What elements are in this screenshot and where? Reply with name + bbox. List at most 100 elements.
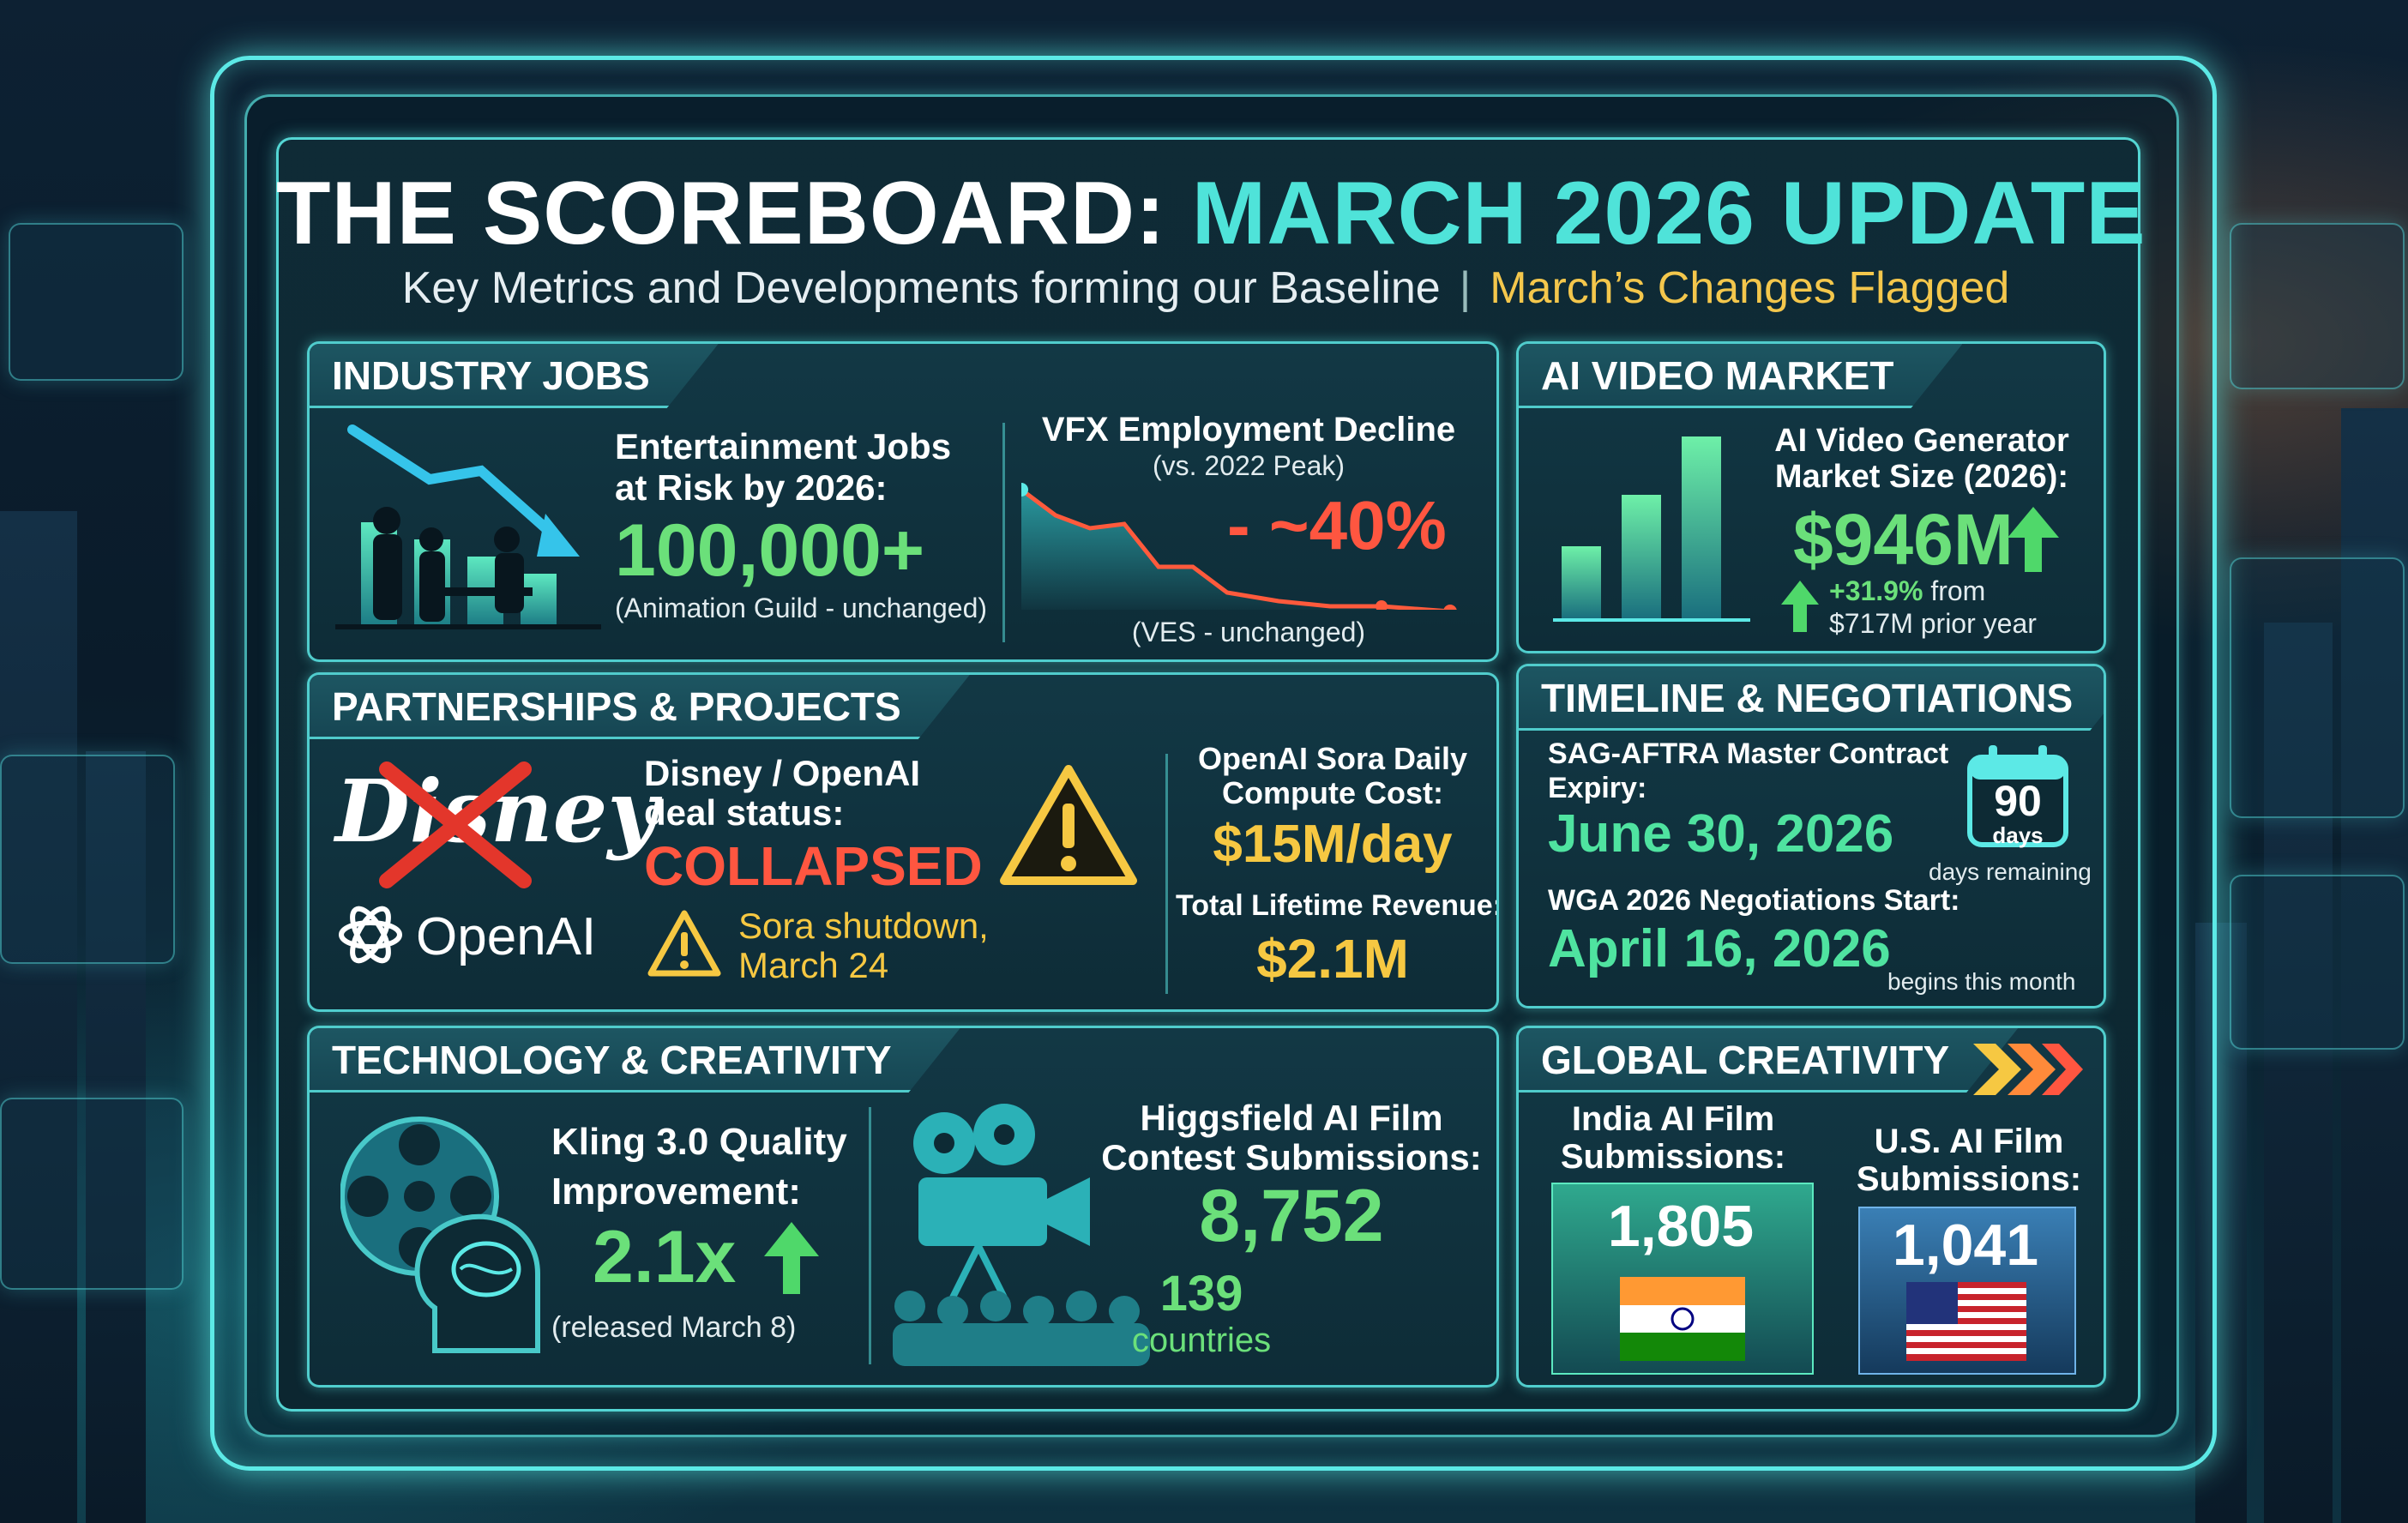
sora-note-line: March 24	[738, 945, 889, 985]
us-flag-icon	[1906, 1282, 2026, 1361]
wga-date: April 16, 2026	[1548, 919, 1891, 978]
panel-divider	[869, 1107, 871, 1364]
global-panel: GLOBAL CREATIVITY India AI Film Submissi…	[1516, 1026, 2106, 1388]
timeline-panel: TIMELINE & NEGOTIATIONS SAG-AFTRA Master…	[1516, 664, 2106, 1008]
jobs-label: Entertainment Jobs at Risk by 2026:	[615, 426, 951, 509]
revenue-value: $2.1M	[1256, 928, 1409, 990]
kling-value: 2.1x	[593, 1216, 737, 1298]
openai-logo-text: OpenAI	[416, 907, 597, 966]
india-label-line: India AI Film	[1571, 1100, 1775, 1138]
india-label-line: Submissions:	[1560, 1138, 1786, 1176]
bg-holo-panel	[9, 223, 184, 381]
days-unit: days	[1992, 822, 2044, 848]
compute-value: $15M/day	[1213, 815, 1453, 874]
panel-divider	[1165, 754, 1168, 994]
jobs-chart-icon	[335, 424, 601, 629]
deal-value: COLLAPSED	[644, 835, 983, 897]
warning-icon	[647, 910, 721, 977]
bg-building	[2341, 408, 2408, 1523]
higgs-label-line: Contest Submissions:	[1101, 1137, 1482, 1177]
vfx-value: - ~40%	[1227, 487, 1447, 563]
vfx-note: (VES - unchanged)	[1131, 617, 1366, 647]
countries-label: countries	[1131, 1321, 1272, 1359]
title-highlight: MARCH 2026 UPDATE	[1191, 164, 2146, 263]
bg-building	[0, 511, 77, 1523]
jobs-label-line: at Risk by 2026:	[615, 467, 888, 508]
outer-glow-frame	[210, 56, 2217, 1471]
market-prior: $717M prior year	[1829, 608, 2037, 639]
up-arrow-icon	[2008, 507, 2059, 572]
global-tab: GLOBAL CREATIVITY	[1519, 1028, 2018, 1093]
technology-panel: TECHNOLOGY & CREATIVITY Kling 3.0 Qualit…	[307, 1026, 1499, 1388]
market-value: $946M	[1793, 499, 2014, 580]
subtitle-flag: March’s Changes Flagged	[1490, 263, 2010, 313]
market-bar-chart-icon	[1553, 436, 1750, 622]
vfx-decline-chart-icon	[1021, 483, 1457, 610]
india-flag-icon	[1620, 1277, 1745, 1361]
us-value: 1,041	[1892, 1213, 2039, 1278]
subtitle-main: Key Metrics and Developments forming our…	[401, 263, 1441, 313]
deal-label-line: Disney / OpenAI	[644, 753, 921, 793]
market-label-line: Market Size (2026):	[1774, 459, 2069, 495]
kling-note: (released March 8)	[551, 1311, 797, 1344]
bg-building	[2264, 623, 2333, 1523]
us-label: U.S. AI Film Submissions:	[1853, 1123, 2085, 1198]
compute-label-line: OpenAI Sora Daily	[1197, 741, 1468, 776]
wga-label: WGA 2026 Negotiations Start:	[1548, 884, 1960, 917]
ai-video-market-tab: AI VIDEO MARKET	[1519, 344, 1962, 408]
kling-label-line: Improvement:	[551, 1171, 801, 1213]
higgs-label-line: Higgsfield AI Film	[1140, 1098, 1443, 1138]
bg-holo-panel	[2230, 875, 2405, 1050]
kling-label: Kling 3.0 Quality Improvement:	[551, 1117, 847, 1217]
wga-note: begins this month	[1887, 968, 2076, 995]
jobs-value: 100,000+	[615, 509, 925, 592]
us-label-line: U.S. AI Film	[1874, 1123, 2064, 1160]
market-label-line: AI Video Generator	[1774, 423, 2069, 459]
page-subtitle: Key Metrics and Developments forming our…	[276, 262, 2135, 314]
timeline-tab: TIMELINE & NEGOTIATIONS	[1519, 666, 2106, 731]
deal-label: Disney / OpenAI deal status:	[644, 754, 920, 833]
partnerships-panel: PARTNERSHIPS & PROJECTS Disney OpenAI Di…	[307, 672, 1499, 1012]
bg-building	[86, 751, 146, 1523]
jobs-note: (Animation Guild - unchanged)	[615, 593, 988, 623]
market-growth: +31.9% from	[1829, 575, 1985, 607]
up-arrow-icon	[1781, 581, 1819, 632]
bg-holo-panel	[2230, 557, 2405, 818]
page-title: THE SCOREBOARD: MARCH 2026 UPDATE	[276, 163, 2146, 265]
up-arrow-icon	[764, 1222, 819, 1294]
revenue-label: Total Lifetime Revenue:	[1176, 889, 1499, 922]
higgs-label: Higgsfield AI Film Contest Submissions:	[1099, 1099, 1484, 1177]
sag-label-line: SAG-AFTRA Master Contract	[1548, 737, 1949, 770]
bg-holo-panel	[0, 1098, 184, 1290]
cross-mark-icon	[379, 762, 532, 888]
ai-video-market-panel: AI VIDEO MARKET AI Video Generator Marke…	[1516, 341, 2106, 653]
industry-jobs-panel: INDUSTRY JOBS Entertainment Jobs at Risk…	[307, 341, 1499, 662]
kling-label-line: Kling 3.0 Quality	[551, 1121, 847, 1163]
bg-holo-panel	[0, 755, 175, 964]
movie-camera-audience-icon	[893, 1104, 1150, 1366]
vfx-title: VFX Employment Decline	[1041, 411, 1456, 448]
sora-note-line: Sora shutdown,	[738, 906, 989, 946]
film-reel-brain-icon	[340, 1117, 540, 1353]
bg-building	[2195, 923, 2247, 1523]
calendar-icon	[1967, 745, 2068, 847]
sag-label-line: Expiry:	[1548, 772, 1647, 804]
bg-holo-panel	[2230, 223, 2405, 389]
warning-icon	[1000, 765, 1137, 885]
openai-logo-icon	[339, 906, 402, 964]
partnerships-tab: PARTNERSHIPS & PROJECTS	[310, 675, 970, 739]
compute-label: OpenAI Sora Daily Compute Cost:	[1176, 742, 1490, 810]
market-growth-value: +31.9%	[1829, 575, 1923, 606]
days-note: days remaining	[1929, 858, 2092, 885]
industry-jobs-tab: INDUSTRY JOBS	[310, 344, 719, 408]
higgs-value: 8,752	[1199, 1175, 1384, 1257]
india-label: India AI Film Submissions:	[1544, 1100, 1802, 1176]
vfx-subtitle: (vs. 2022 Peak)	[1152, 450, 1345, 481]
chevrons-icon	[1973, 1044, 2083, 1095]
us-label-line: Submissions:	[1856, 1160, 2082, 1198]
sag-date: June 30, 2026	[1548, 804, 1894, 864]
panel-divider	[1002, 423, 1005, 642]
technology-tab: TECHNOLOGY & CREATIVITY	[310, 1028, 960, 1093]
countries-value: 139	[1159, 1266, 1243, 1321]
